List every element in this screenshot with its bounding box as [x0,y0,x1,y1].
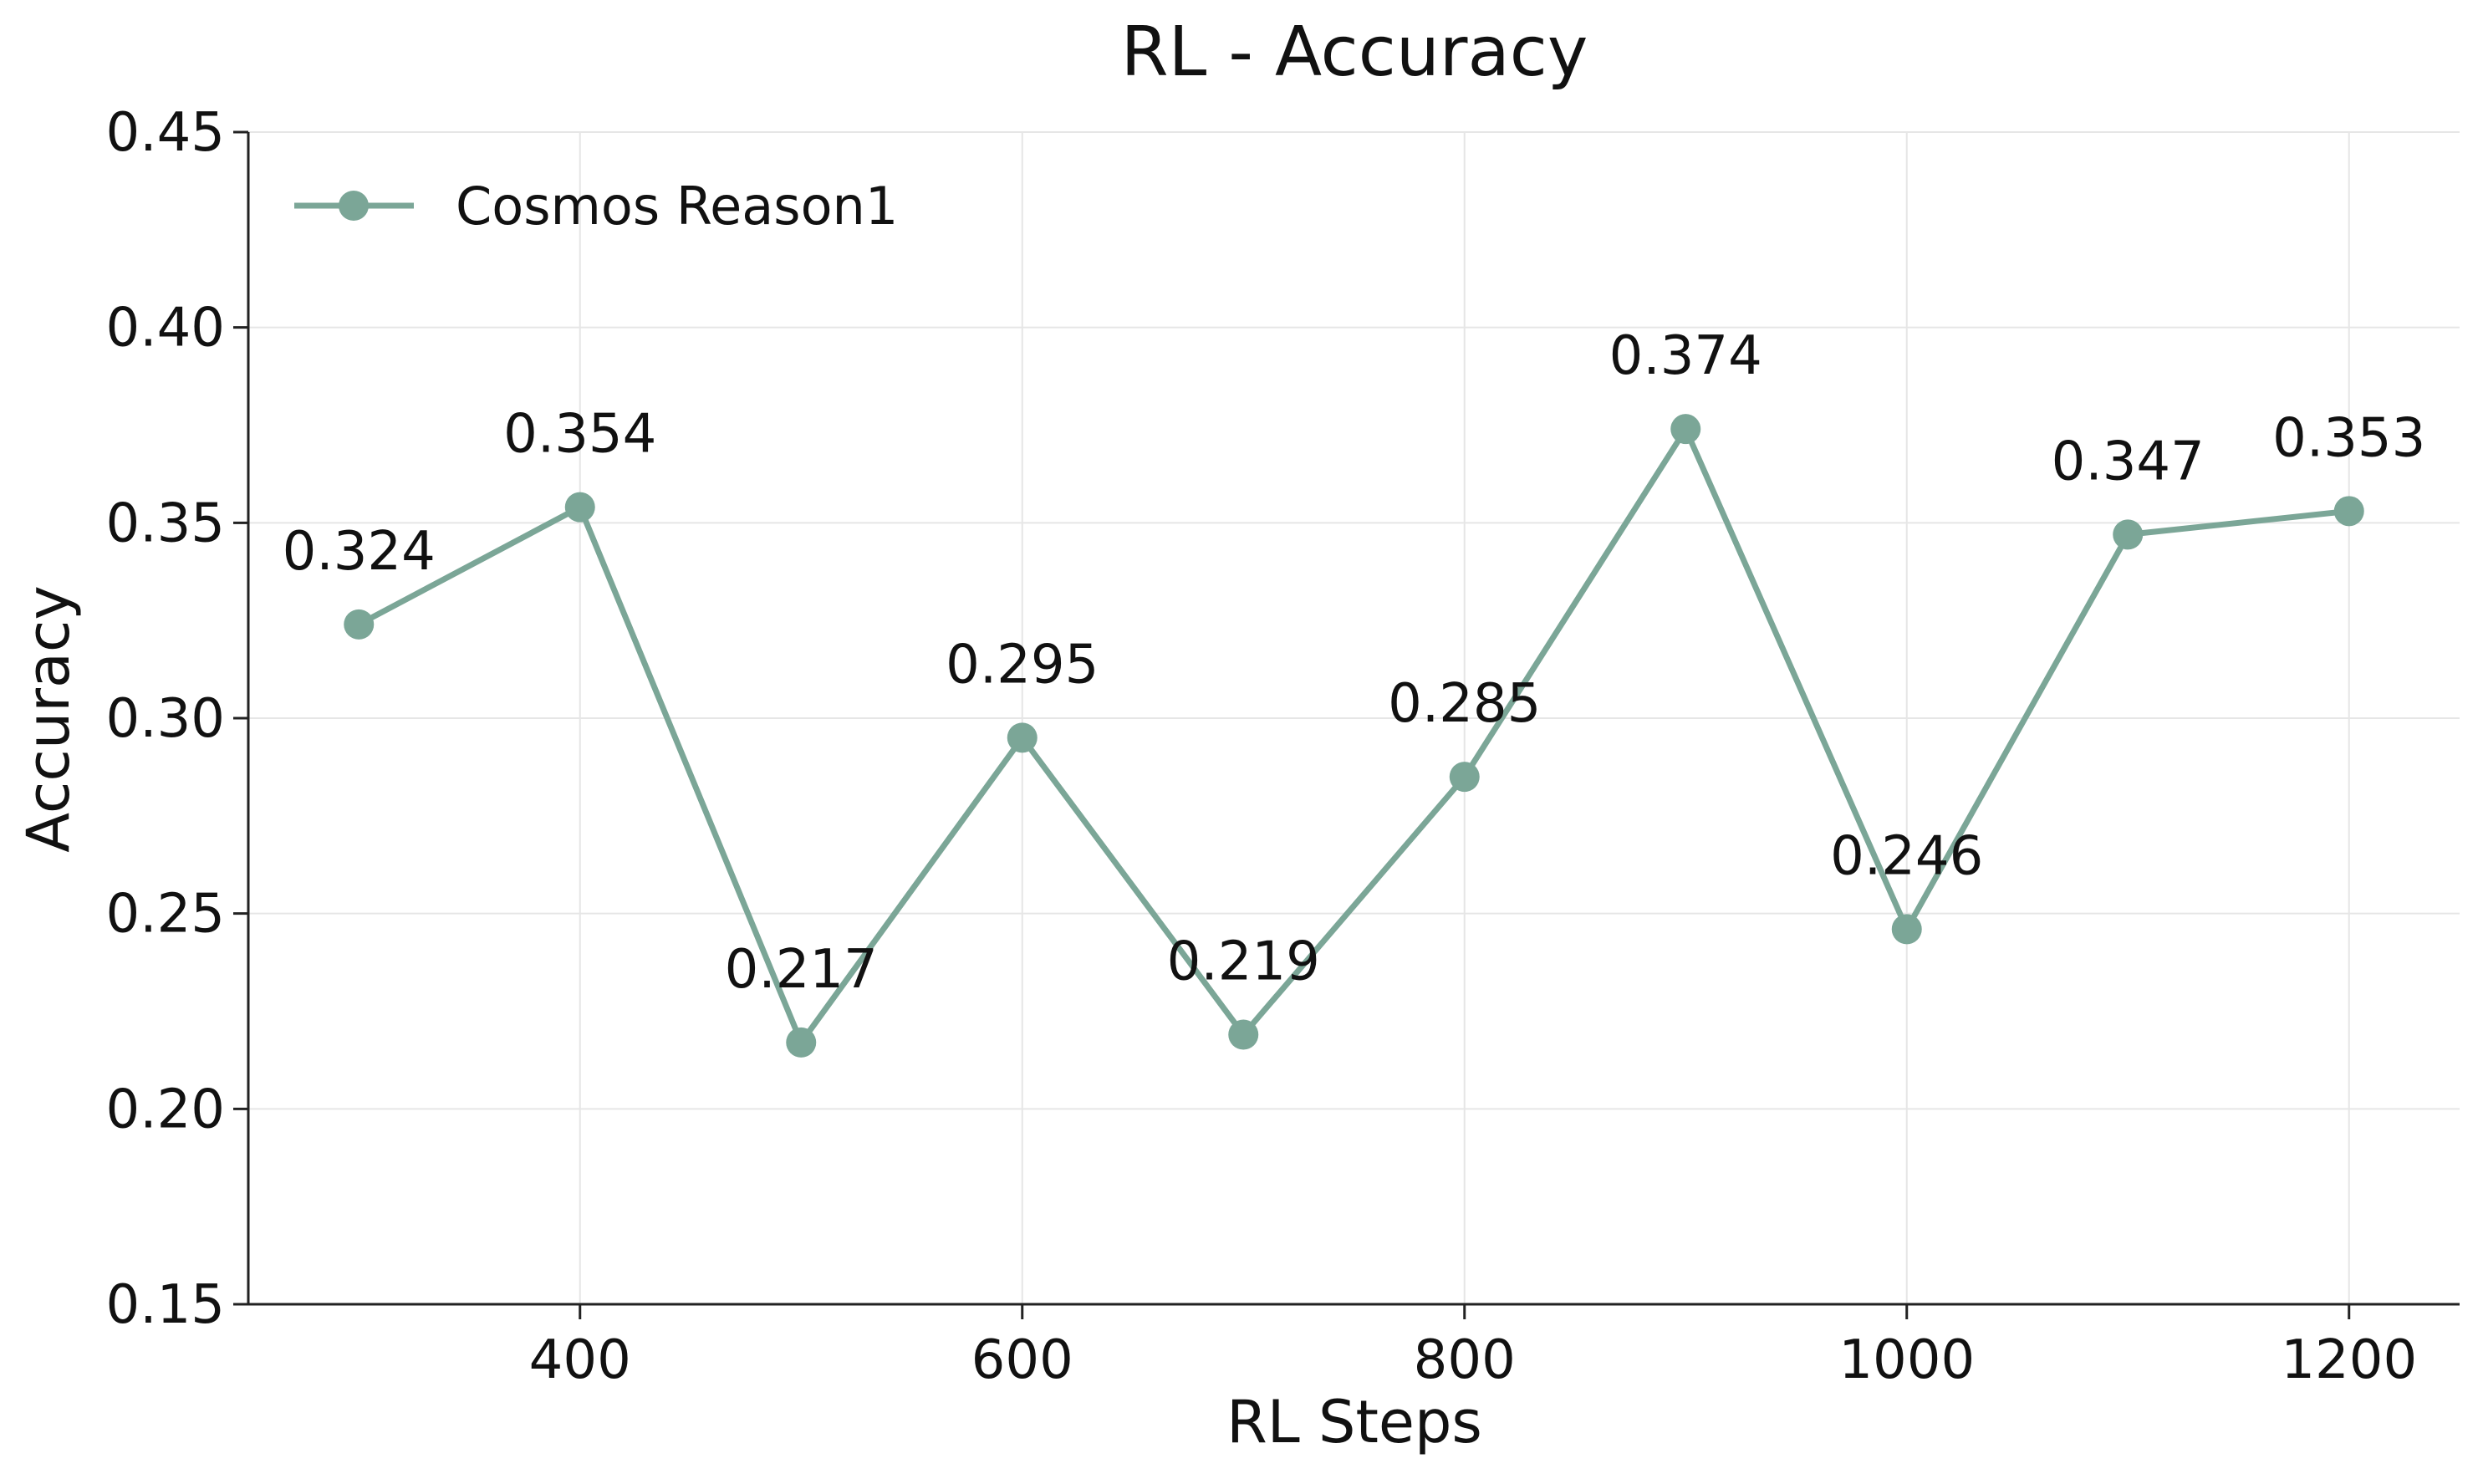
y-tick-label: 0.25 [106,884,226,946]
chart-title: RL - Accuracy [1121,13,1588,92]
data-label: 0.354 [503,404,656,466]
y-tick-label: 0.30 [106,688,226,750]
data-point [1007,722,1038,753]
data-label: 0.324 [283,521,436,583]
y-tick-label: 0.20 [106,1079,226,1140]
data-label: 0.374 [1609,325,1762,387]
x-axis-title: RL Steps [1226,1388,1482,1456]
x-tick-label: 600 [971,1329,1073,1391]
data-label: 0.295 [946,634,1099,696]
data-label: 0.219 [1167,931,1320,993]
data-label: 0.353 [2272,407,2425,469]
data-label: 0.246 [1830,825,1983,887]
x-tick-label: 400 [529,1329,631,1391]
data-point [2333,496,2364,527]
y-tick-label: 0.15 [106,1274,226,1336]
data-point [1449,762,1480,793]
series-line [355,426,2353,1046]
y-tick-label: 0.45 [106,102,226,164]
data-label: 0.347 [2052,431,2205,492]
legend-marker-swatch [339,191,369,221]
data-point [1891,914,1922,945]
y-tick-label: 0.40 [106,298,226,360]
data-labels: 0.324 0.354 0.217 0.295 0.219 0.285 0.374 0.246… [283,325,2426,1001]
data-point [1228,1019,1259,1050]
x-tick-label: 800 [1414,1329,1516,1391]
data-label: 0.285 [1388,673,1541,735]
data-point [1670,414,1701,445]
data-point [786,1027,817,1058]
legend-label: Cosmos Reason1 [456,176,898,237]
data-series [344,414,2364,1058]
axes: 0.15 0.20 0.25 0.30 0.35 0.40 0.45 400 600 800 100… [106,102,2460,1391]
legend: Cosmos Reason1 [294,176,898,237]
data-point [344,609,375,640]
y-tick-label: 0.35 [106,492,226,554]
data-point [2113,519,2144,550]
data-point [564,492,595,523]
y-axis-title: Accuracy [14,585,83,853]
data-label: 0.217 [725,939,878,1001]
grid [248,131,2460,1305]
x-tick-label: 1000 [1838,1329,1975,1391]
x-tick-label: 1200 [2281,1329,2417,1391]
